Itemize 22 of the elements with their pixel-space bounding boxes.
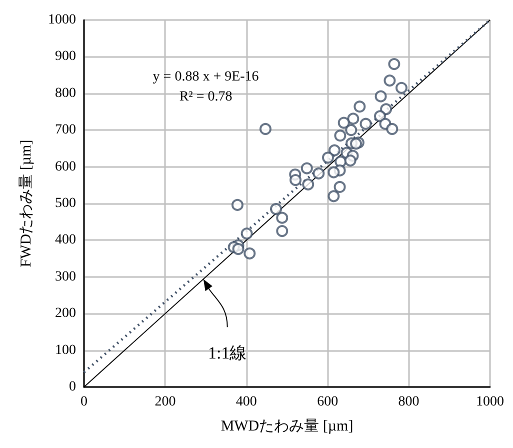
x-tick-label: 400 [236,394,257,410]
y-tick-label: 600 [55,159,76,174]
y-tick-label: 300 [55,269,76,284]
x-tick-label: 600 [317,394,338,410]
x-tick-label: 1000 [476,394,504,410]
annotation: y = 0.88 x + 9E-16 [152,69,259,84]
annotation: R² = 0.78 [179,89,232,104]
x-tick-label: 200 [154,394,176,410]
x-tick-label: 800 [398,394,420,410]
y-tick-label: 400 [55,232,76,248]
y-tick-label: 500 [55,196,76,211]
y-tick-label: 900 [55,49,76,64]
y-axis-title: FWDたわみ量 [µm] [18,140,34,268]
y-tick-label: 100 [55,342,76,358]
y-tick-label: 800 [55,86,76,101]
y-tick-label: 1000 [48,12,76,28]
x-tick-label: 0 [80,394,88,410]
x-axis-title: MWDたわみ量 [µm] [220,418,354,434]
y-tick-label: 200 [55,306,76,322]
y-tick-label: 700 [55,122,76,138]
annotation: 1:1線 [208,344,247,363]
y-tick-label: 0 [69,380,76,394]
